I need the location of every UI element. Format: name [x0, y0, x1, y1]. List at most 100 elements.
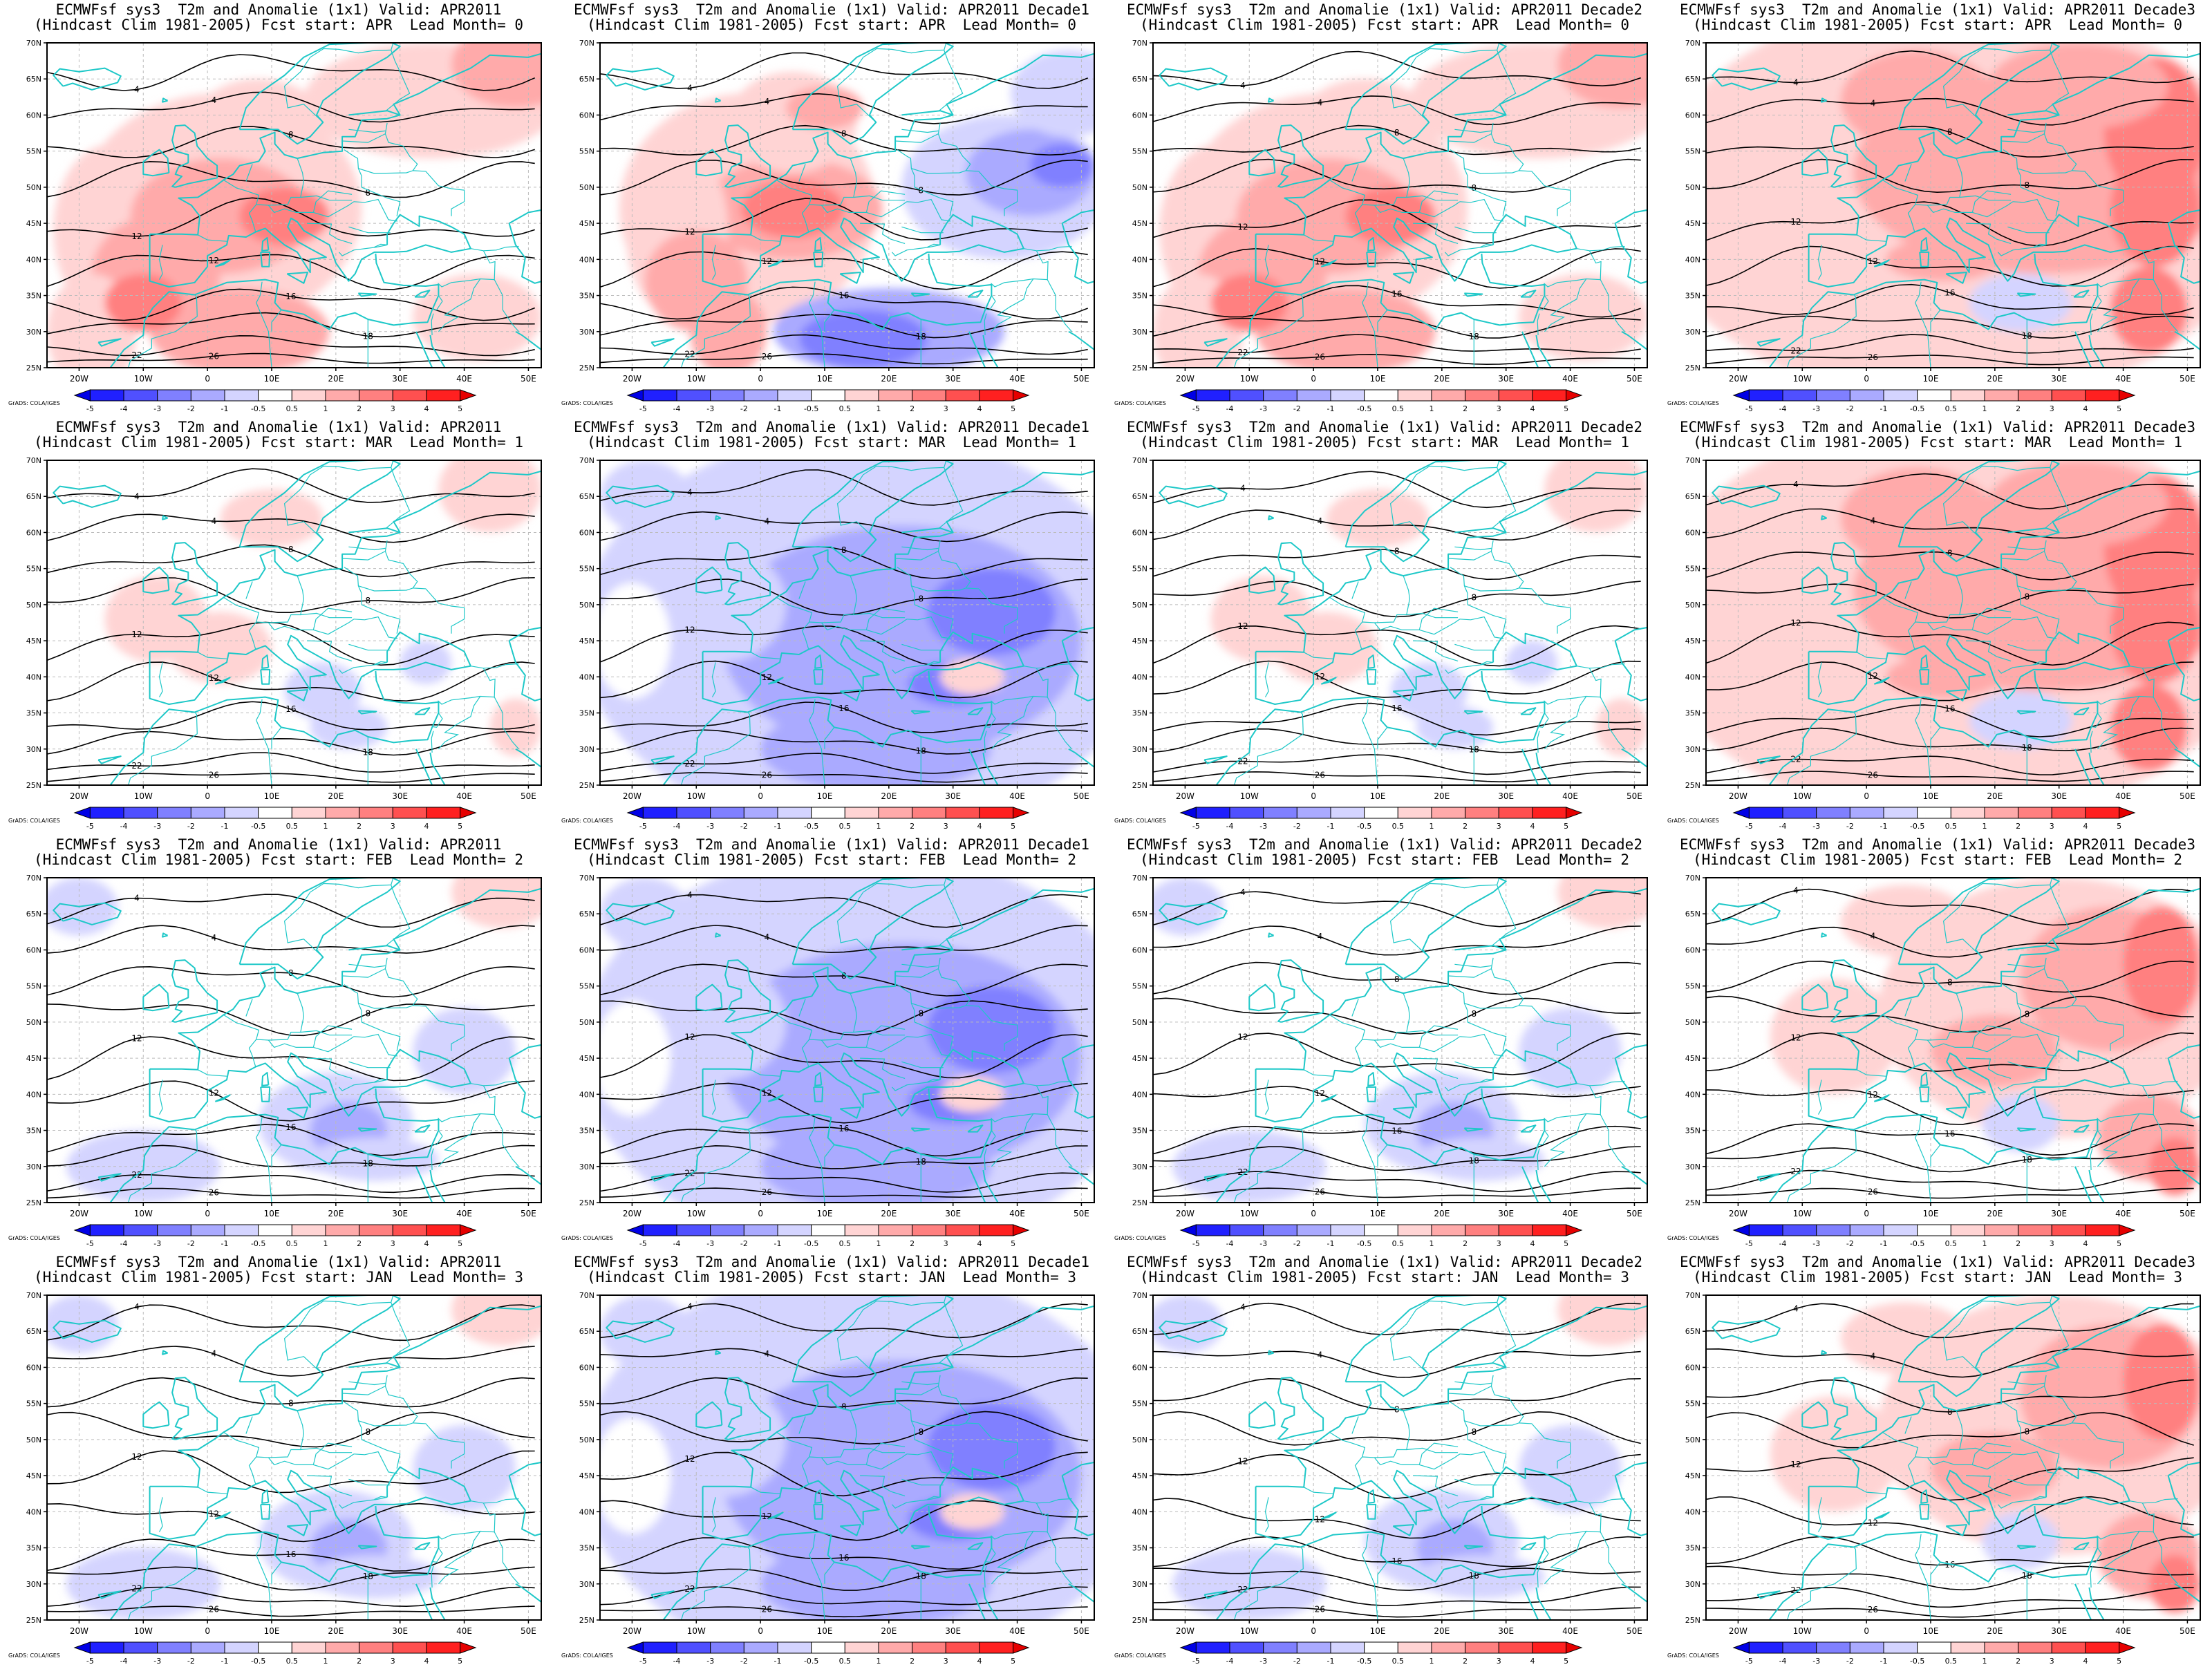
- isotherm-line: [47, 160, 535, 198]
- colorbar-label: 0.5: [1945, 1239, 1958, 1248]
- colorbar-swatch: [1532, 807, 1567, 819]
- colorbar-label: 5: [458, 1239, 462, 1248]
- colorbar-swatch: [642, 1641, 677, 1654]
- country-border: [1544, 668, 1602, 705]
- country-border: [1377, 310, 1388, 332]
- country-border: [1329, 596, 1366, 650]
- colorbar-label: 2: [910, 1657, 915, 1666]
- country-border: [1467, 1021, 1507, 1051]
- lon-tick-label: 10E: [817, 791, 833, 801]
- isotherm-line: [600, 1034, 1088, 1079]
- country-border: [1450, 567, 1468, 605]
- country-border: [1351, 581, 1359, 599]
- country-border: [711, 245, 716, 280]
- colorbar-swatch: [642, 807, 677, 819]
- country-border: [2153, 1532, 2178, 1585]
- country-border: [1329, 1014, 1366, 1067]
- map-panel: ECMWFsf sys3 T2m and Anomalie (1x1) Vali…: [559, 417, 1105, 832]
- coastline: [1801, 566, 1829, 594]
- lat-tick-label: 30N: [26, 745, 41, 754]
- lon-tick-label: 10W: [134, 791, 153, 801]
- isotherm-line: [600, 1127, 1088, 1157]
- anomaly-region: [1988, 43, 2168, 130]
- panel-title: ECMWFsf sys3 T2m and Anomalie (1x1) Vali…: [1127, 1, 1642, 18]
- isotherm-label: 8: [365, 1427, 371, 1437]
- coastline: [1873, 1094, 1890, 1102]
- colorbar-swatch: [325, 1641, 360, 1654]
- country-border: [1329, 179, 1366, 232]
- country-border: [2033, 1078, 2047, 1083]
- colorbar-label: 3: [2050, 1657, 2054, 1666]
- coastline: [429, 1587, 446, 1620]
- colorbar-label: 2: [2016, 822, 2021, 831]
- lat-tick-label: 35N: [579, 292, 594, 301]
- colorbar-swatch: [359, 1224, 393, 1236]
- isotherm-label: 16: [1944, 288, 1955, 298]
- lat-tick-label: 30N: [579, 1162, 594, 1171]
- country-border: [1480, 1496, 1494, 1500]
- lon-tick-label: 40E: [1009, 1209, 1025, 1218]
- lat-tick-label: 30N: [1132, 1162, 1147, 1171]
- lon-tick-label: 10E: [817, 1209, 833, 1218]
- country-border: [985, 1130, 996, 1146]
- isotherm-line: [1153, 702, 1641, 736]
- country-border: [1362, 281, 1378, 368]
- coastline: [357, 292, 377, 297]
- map-frame: [599, 877, 1095, 1203]
- isotherm-line: [1153, 509, 1641, 541]
- lat-tick-label: 25N: [26, 364, 41, 373]
- isotherm-line: [600, 469, 1088, 506]
- country-border: [245, 999, 253, 1017]
- country-border: [1418, 190, 1459, 213]
- lat-tick-label: 45N: [1132, 219, 1147, 228]
- coastline: [1215, 1505, 1546, 1620]
- country-border: [344, 984, 362, 1022]
- isotherm-contours: [1153, 50, 1641, 366]
- isotherm-label: 4: [687, 890, 693, 900]
- country-border: [2044, 885, 2070, 947]
- coastline: [1920, 237, 1929, 252]
- country-border: [1362, 992, 1411, 1041]
- colorbar-swatch: [1849, 1224, 1884, 1236]
- country-border: [865, 190, 906, 213]
- isotherm-label: 26: [1315, 1605, 1325, 1614]
- colorbar-swatch: [844, 1224, 879, 1236]
- country-border: [1786, 348, 1811, 368]
- lat-tick-label: 55N: [1132, 565, 1147, 574]
- colorbar-label: 1: [1429, 822, 1434, 831]
- lat-tick-label: 55N: [1685, 565, 1700, 574]
- country-border: [2097, 668, 2155, 705]
- country-border: [866, 1036, 908, 1053]
- coastline: [214, 1511, 231, 1520]
- country-border: [1459, 1451, 1504, 1474]
- country-border: [1519, 1422, 1571, 1469]
- country-border: [268, 622, 314, 631]
- map-frame: [1152, 42, 1648, 368]
- country-border: [127, 765, 152, 785]
- colorbar-swatch: [710, 1224, 744, 1236]
- colorbar-label: -4: [120, 822, 128, 831]
- country-border: [704, 1129, 751, 1183]
- colorbar-swatch: [2085, 1224, 2120, 1236]
- country-border: [901, 226, 944, 234]
- panel-title: ECMWFsf sys3 T2m and Anomalie (1x1) Vali…: [55, 1254, 502, 1270]
- coastline: [261, 654, 270, 669]
- country-border: [809, 281, 825, 368]
- coastline: [1821, 1350, 1828, 1355]
- lon-tick-label: 10W: [134, 374, 153, 384]
- coastline: [1808, 631, 2130, 705]
- colorbar-label: -4: [673, 1657, 681, 1666]
- country-border: [2097, 1503, 2155, 1540]
- lon-tick-label: 0: [1864, 1626, 1869, 1636]
- colorbar-swatch: [1431, 807, 1466, 819]
- coastline: [2007, 887, 2200, 951]
- country-border: [853, 612, 906, 619]
- country-border: [911, 540, 971, 592]
- lat-tick-label: 40N: [26, 672, 41, 681]
- panel-subtitle: (Hindcast Clim 1981-2005) Fcst start: JA…: [33, 1269, 523, 1285]
- isotherm-line: [47, 288, 535, 321]
- country-border: [911, 957, 971, 1009]
- isotherm-line: [1153, 891, 1641, 927]
- colorbar-label: 0.5: [1392, 404, 1405, 413]
- colorbar-swatch: [1917, 1641, 1951, 1654]
